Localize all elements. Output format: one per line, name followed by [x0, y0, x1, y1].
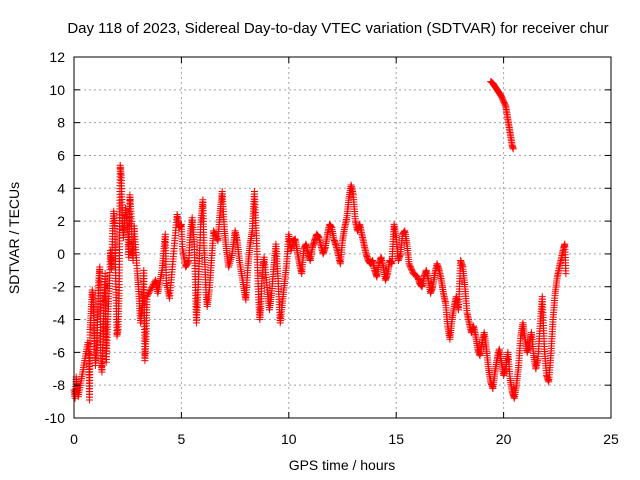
data-point [327, 222, 335, 230]
y-axis-ticks: -10 -8 -6 -4 -2 0 2 4 6 8 10 12 [45, 49, 611, 426]
plot-frame [73, 56, 612, 419]
y-axis-label: SDTVAR / TECUs [6, 182, 22, 294]
y-tick-label: -2 [53, 279, 66, 295]
chart-title: Day 118 of 2023, Sidereal Day-to-day VTE… [67, 20, 608, 37]
data-point [387, 258, 395, 266]
y-tick-label: -10 [45, 410, 65, 426]
y-tick-label: -6 [53, 344, 66, 360]
x-tick-label: 25 [603, 431, 619, 447]
data-point [145, 288, 153, 296]
data-point [213, 235, 221, 243]
x-tick-label: 20 [496, 431, 512, 447]
y-tick-label: 8 [57, 115, 65, 131]
data-point [562, 270, 570, 278]
y-tick-label: 0 [57, 246, 65, 262]
y-tick-label: -4 [53, 312, 66, 328]
y-tick-label: 6 [57, 147, 65, 163]
data-point [314, 232, 322, 240]
y-tick-label: 12 [49, 49, 65, 65]
y-tick-label: 2 [57, 213, 65, 229]
data-point [145, 290, 153, 298]
x-axis-label: GPS time / hours [289, 457, 396, 473]
x-tick-label: 5 [178, 431, 186, 447]
data-point [501, 101, 509, 109]
x-axis-ticks: 0 5 10 15 20 25 [70, 57, 619, 447]
x-tick-label: 10 [281, 431, 297, 447]
data-point [143, 293, 151, 301]
y-tick-label: -8 [53, 377, 66, 393]
x-tick-label: 15 [388, 431, 404, 447]
x-tick-label: 0 [70, 431, 78, 447]
data-point [147, 285, 155, 293]
data-point [291, 236, 299, 244]
data-point [400, 228, 408, 236]
data-point [496, 91, 504, 99]
data-point [176, 222, 184, 230]
data-point [184, 258, 192, 266]
y-tick-label: 4 [57, 180, 65, 196]
data-point [387, 259, 395, 267]
data-point [177, 221, 185, 229]
data-points [70, 78, 570, 404]
y-tick-label: 10 [49, 82, 65, 98]
data-point [509, 145, 517, 153]
data-point [146, 287, 154, 295]
data-point [144, 291, 152, 299]
